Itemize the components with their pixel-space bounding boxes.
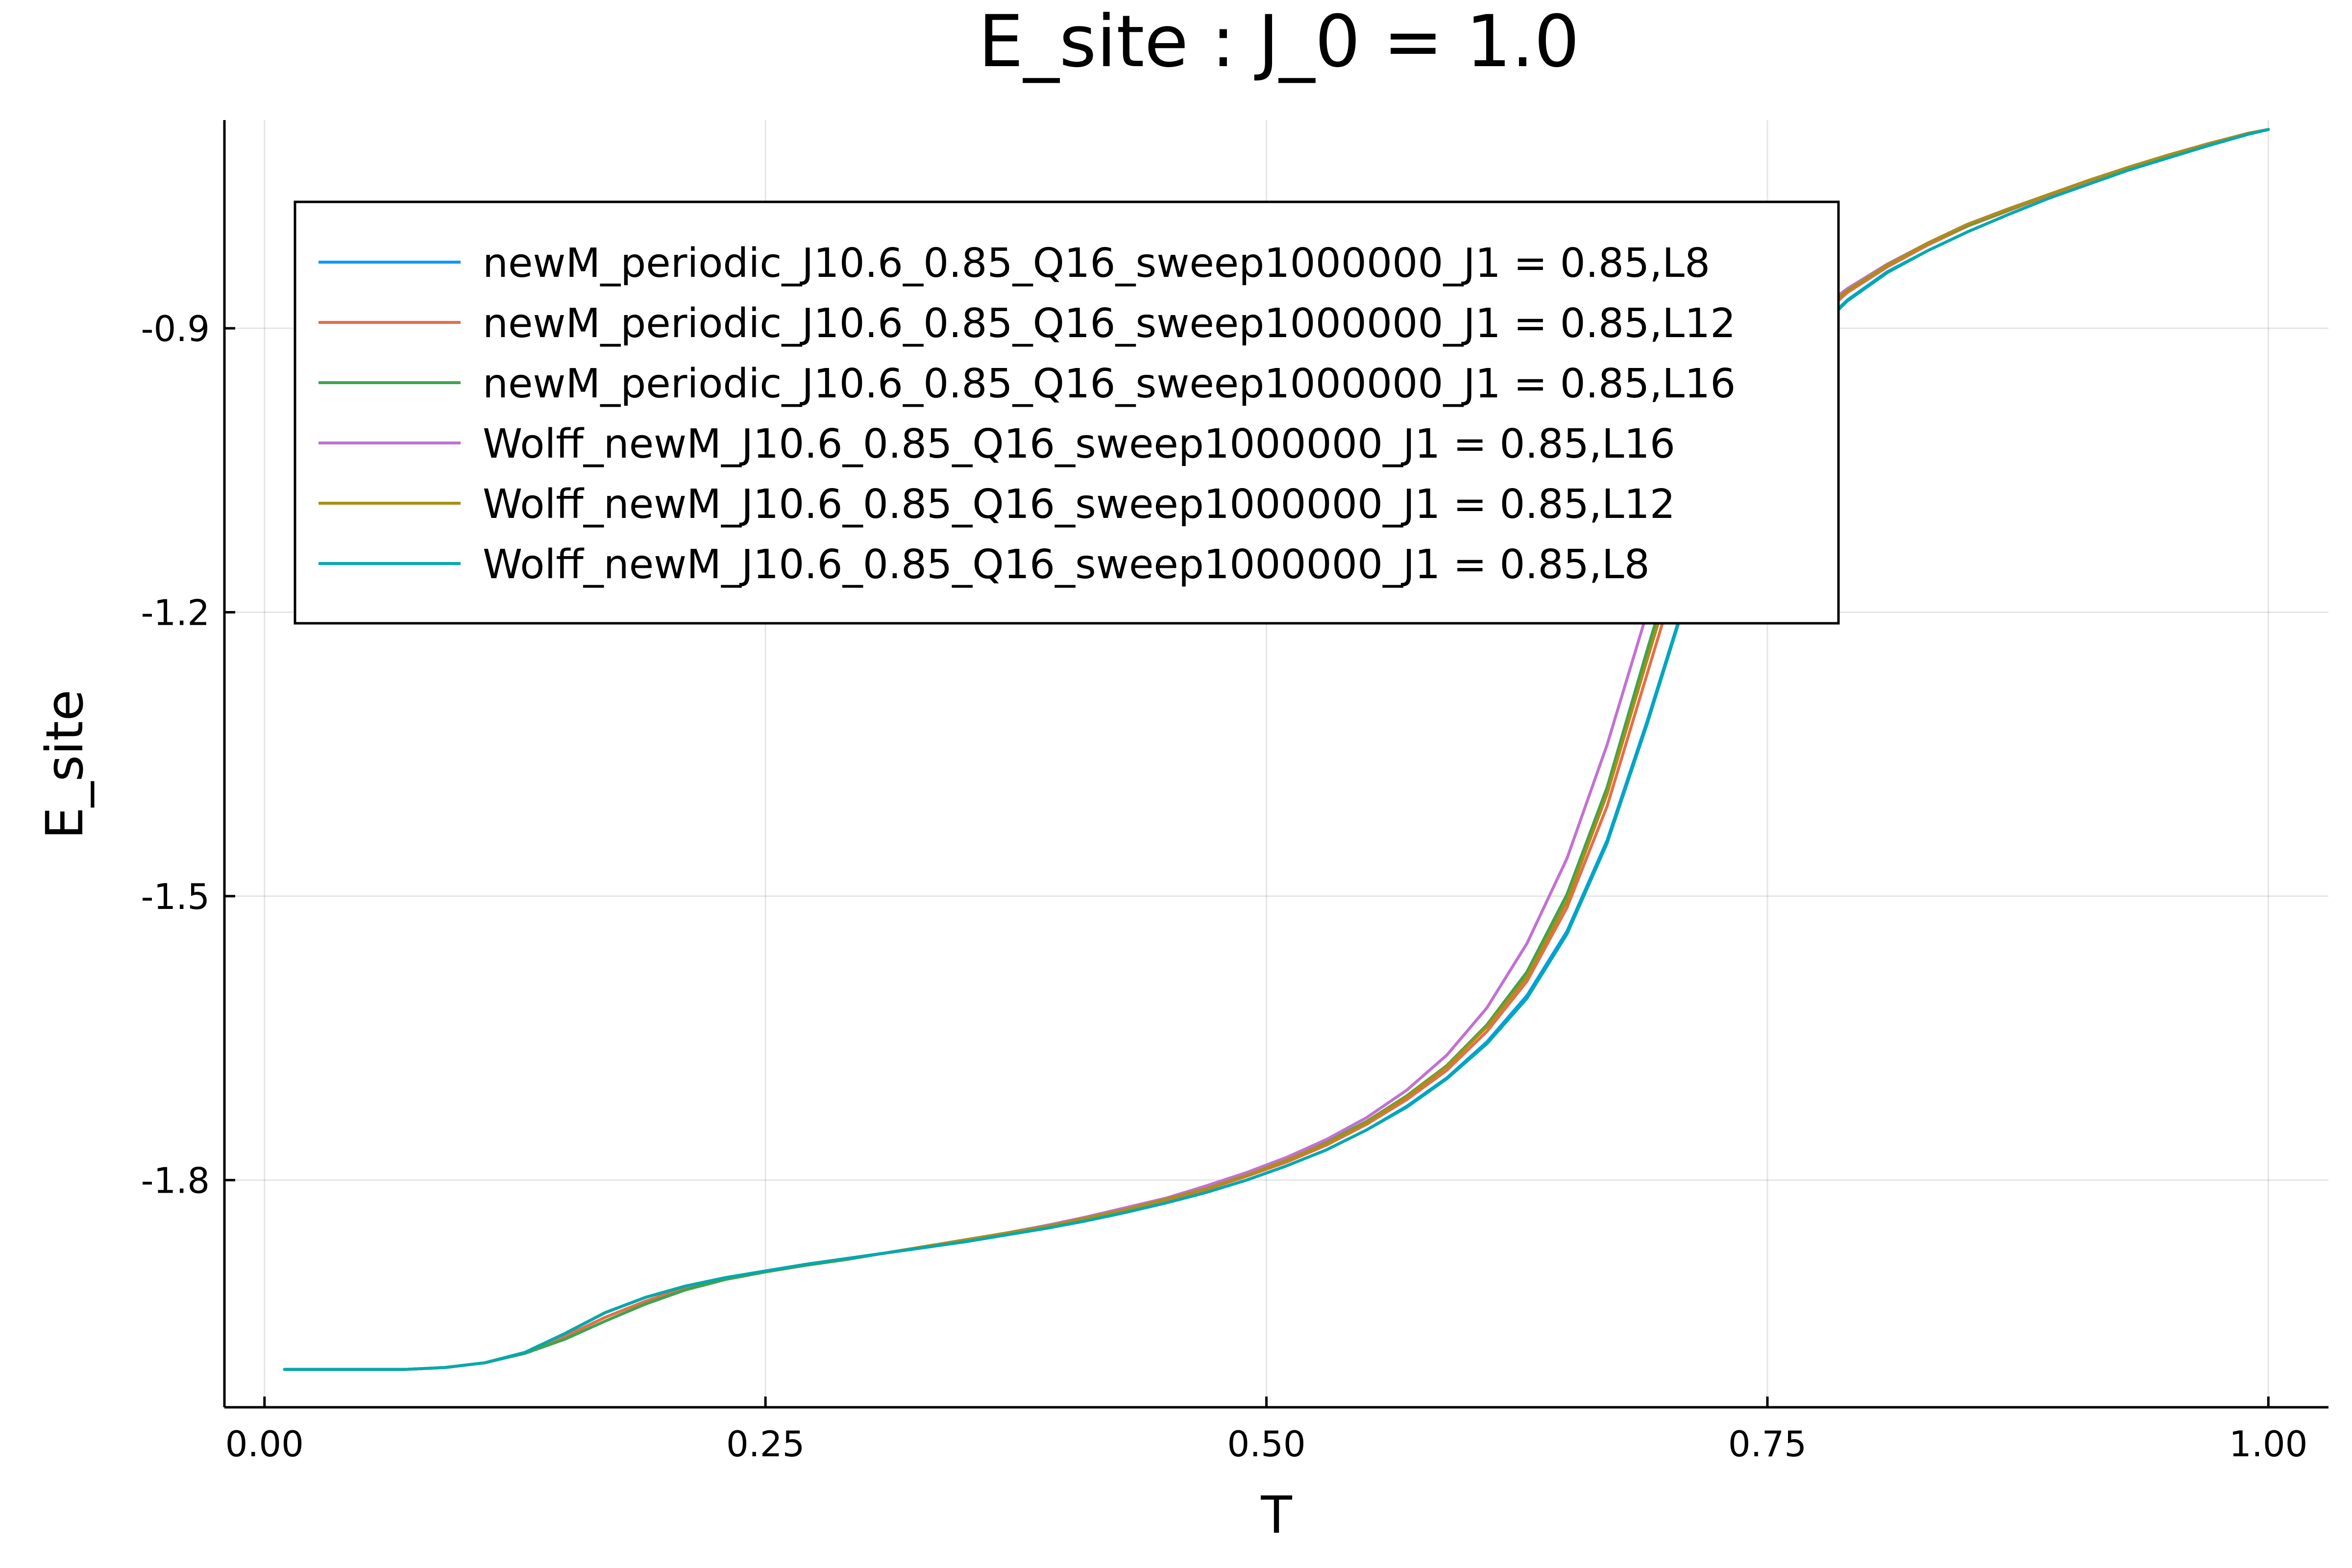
- legend-label-5: Wolff_newM_J10.6_0.85_Q16_sweep1000000_J…: [483, 481, 1675, 528]
- legend-label-1: newM_periodic_J10.6_0.85_Q16_sweep100000…: [483, 240, 1710, 287]
- y-tick-label: -0.9: [141, 308, 210, 349]
- y-tick-label: -1.2: [141, 592, 210, 633]
- x-tick-label: 0.75: [1728, 1423, 1807, 1465]
- chart-title: E_site : J_0 = 1.0: [978, 0, 1579, 83]
- x-tick-label: 0.00: [225, 1423, 304, 1465]
- x-tick-label: 0.25: [726, 1423, 805, 1465]
- y-tick-label: -1.5: [141, 876, 210, 917]
- x-tick-label: 0.50: [1227, 1423, 1305, 1465]
- legend-box: [294, 200, 1840, 625]
- y-axis-title: E_site: [35, 689, 95, 839]
- tick-labels: 0.00 0.25 0.50 0.75 1.00 -1.8 -1.5 -1.2 -0.9: [141, 308, 2308, 1465]
- legend-label-3: newM_periodic_J10.6_0.85_Q16_sweep100000…: [483, 361, 1736, 407]
- series-lines: [283, 128, 2270, 1371]
- series-line-6: [283, 128, 2270, 1371]
- legend: newM_periodic_J10.6_0.85_Q16_sweep100000…: [294, 200, 1840, 625]
- x-tick-label: 1.00: [2229, 1423, 2307, 1465]
- x-axis-title: T: [1260, 1485, 1292, 1545]
- legend-label-2: newM_periodic_J10.6_0.85_Q16_sweep100000…: [483, 300, 1736, 347]
- legend-label-4: Wolff_newM_J10.6_0.85_Q16_sweep1000000_J…: [483, 421, 1675, 467]
- axes: [223, 120, 2328, 1409]
- y-tick-label: -1.8: [141, 1160, 210, 1201]
- legend-items: newM_periodic_J10.6_0.85_Q16_sweep100000…: [318, 240, 1736, 588]
- legend-label-6: Wolff_newM_J10.6_0.85_Q16_sweep1000000_J…: [483, 541, 1650, 588]
